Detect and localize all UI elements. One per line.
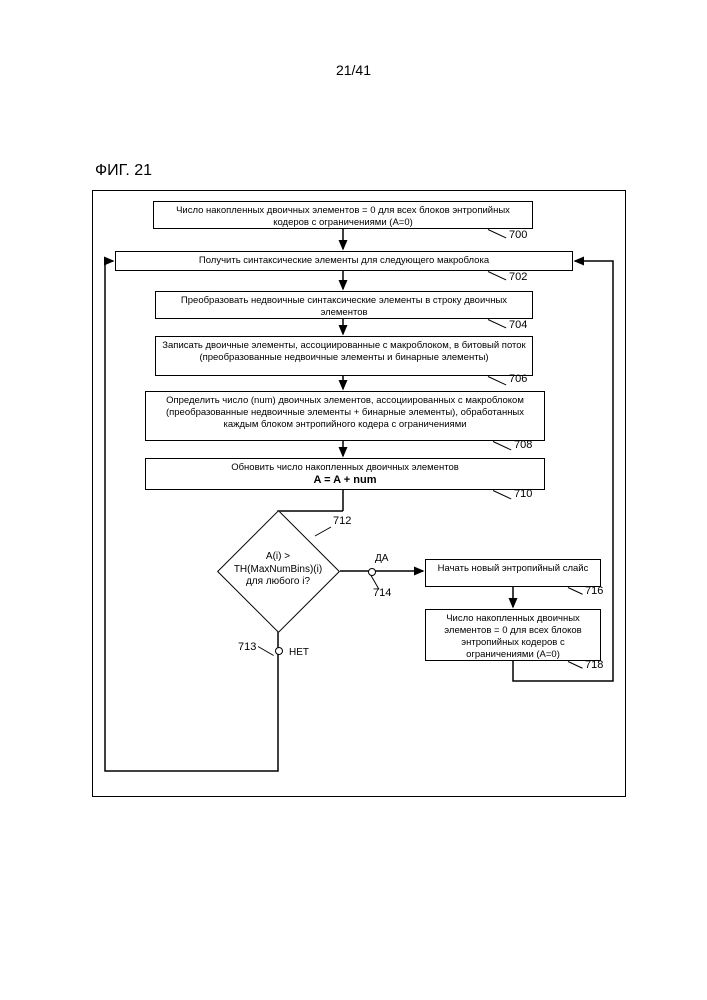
ref-line-704 — [488, 319, 507, 328]
ref-line-706 — [488, 376, 507, 385]
step-700-text: Число накопленных двоичных элементов = 0… — [176, 205, 510, 228]
step-706-text: Записать двоичные элементы, ассоциирован… — [162, 340, 525, 363]
yes-node — [368, 568, 376, 576]
step-704-text: Преобразовать недвоичные синтаксические … — [181, 295, 507, 318]
step-704: Преобразовать недвоичные синтаксические … — [155, 291, 533, 319]
decision-l1: A(i) > — [218, 551, 338, 564]
ref-706: 706 — [509, 373, 527, 385]
decision-l3: для любого i? — [218, 576, 338, 589]
step-718-text: Число накопленных двоичных элементов = 0… — [444, 613, 581, 660]
page-number: 21/41 — [0, 62, 707, 78]
step-716: Начать новый энтропийный слайс — [425, 559, 601, 587]
ref-line-713 — [258, 646, 274, 656]
ref-708: 708 — [514, 439, 532, 451]
flowchart-frame: Число накопленных двоичных элементов = 0… — [92, 190, 626, 797]
step-718: Число накопленных двоичных элементов = 0… — [425, 609, 601, 661]
no-node — [275, 647, 283, 655]
ref-710: 710 — [514, 488, 532, 500]
ref-line-710 — [493, 490, 512, 499]
figure-label: ФИГ. 21 — [95, 162, 152, 180]
ref-line-716 — [568, 587, 583, 595]
step-702-text: Получить синтаксические элементы для сле… — [199, 255, 489, 266]
flow-arrows — [93, 191, 625, 796]
step-716-text: Начать новый энтропийный слайс — [438, 563, 589, 574]
decision-l2: TH(MaxNumBins)(i) — [218, 564, 338, 577]
step-706: Записать двоичные элементы, ассоциирован… — [155, 336, 533, 376]
step-710-line1: Обновить число накопленных двоичных элем… — [150, 462, 540, 474]
step-702: Получить синтаксические элементы для сле… — [115, 251, 573, 271]
ref-line-708 — [493, 441, 512, 450]
ref-line-718 — [568, 661, 583, 669]
ref-line-702 — [488, 271, 507, 280]
no-label: НЕТ — [289, 647, 309, 658]
ref-718: 718 — [585, 659, 603, 671]
ref-704: 704 — [509, 319, 527, 331]
step-708-text: Определить число (num) двоичных элементо… — [166, 395, 524, 430]
ref-712: 712 — [333, 515, 351, 527]
step-710-formula: A = A + num — [150, 474, 540, 488]
ref-702: 702 — [509, 271, 527, 283]
ref-line-700 — [488, 229, 507, 238]
step-708: Определить число (num) двоичных элементо… — [145, 391, 545, 441]
ref-700: 700 — [509, 229, 527, 241]
yes-label: ДА — [375, 553, 388, 564]
decision-712: A(i) > TH(MaxNumBins)(i) для любого i? — [218, 511, 338, 631]
ref-716: 716 — [585, 585, 603, 597]
ref-713: 713 — [238, 641, 256, 653]
decision-text: A(i) > TH(MaxNumBins)(i) для любого i? — [218, 551, 338, 589]
ref-714: 714 — [373, 587, 391, 599]
step-710: Обновить число накопленных двоичных элем… — [145, 458, 545, 490]
step-700: Число накопленных двоичных элементов = 0… — [153, 201, 533, 229]
